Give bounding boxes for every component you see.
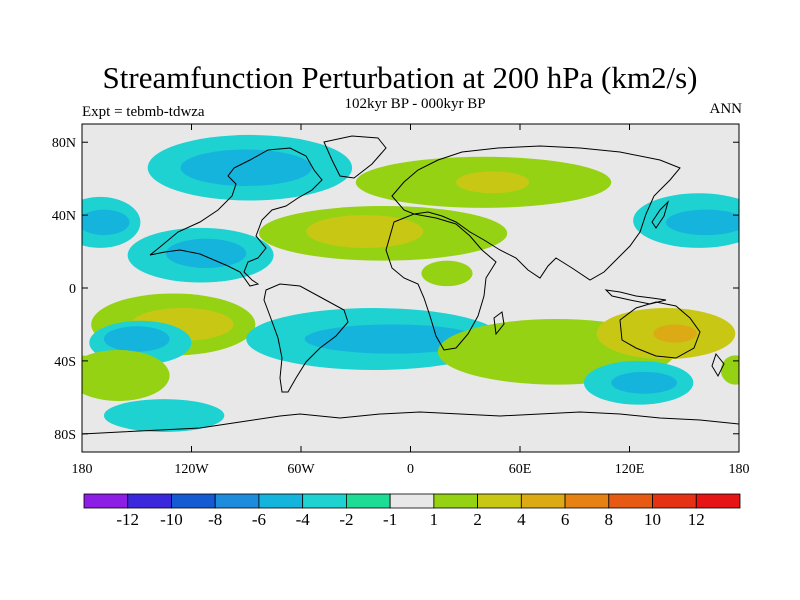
experiment-label: Expt = tebmb-tdwza bbox=[82, 104, 205, 120]
x-tick-label-1: 120W bbox=[174, 462, 209, 477]
field-region-10 bbox=[421, 260, 473, 287]
coast-eurasia bbox=[391, 145, 681, 281]
colorbar-box-2 bbox=[171, 493, 216, 509]
field-region-17 bbox=[82, 349, 170, 401]
field-region-23 bbox=[653, 324, 698, 343]
colorbar-box-9 bbox=[477, 493, 522, 509]
colorbar-label-10: 6 bbox=[561, 510, 570, 529]
field-region-25 bbox=[611, 371, 677, 394]
coast-south-america bbox=[263, 283, 349, 393]
coast-north-america bbox=[149, 147, 323, 287]
colorbar-label-13: 12 bbox=[688, 510, 705, 529]
field-region-26 bbox=[720, 355, 739, 385]
field-region-9 bbox=[456, 171, 530, 194]
colorbar-box-3 bbox=[214, 493, 260, 509]
colorbar-box-14 bbox=[695, 493, 741, 509]
colorbar-label-2: -8 bbox=[208, 510, 222, 529]
y-tick-label-0: 80N bbox=[52, 136, 76, 151]
field-region-27 bbox=[82, 355, 97, 385]
coast-madagascar bbox=[493, 311, 505, 336]
field-region-1 bbox=[82, 209, 130, 236]
x-tick-label-2: 60W bbox=[287, 462, 315, 477]
y-tick-label-3: 40S bbox=[54, 355, 76, 370]
x-tick-label-0: 180 bbox=[72, 462, 93, 477]
field-region-20 bbox=[304, 324, 480, 354]
coast-indonesia bbox=[604, 289, 667, 305]
colorbar-box-4 bbox=[258, 493, 304, 509]
colorbar-label-7: 1 bbox=[430, 510, 439, 529]
coast-greenland bbox=[323, 135, 387, 179]
coastlines bbox=[82, 135, 739, 435]
x-tick-label-4: 60E bbox=[509, 462, 532, 477]
colorbar-label-3: -6 bbox=[252, 510, 266, 529]
colorbar-box-12 bbox=[608, 493, 653, 509]
colorbar-box-7 bbox=[389, 493, 435, 509]
colorbar-box-10 bbox=[520, 493, 566, 509]
x-tick-label-3: 0 bbox=[407, 462, 414, 477]
coast-africa bbox=[385, 213, 497, 351]
field-region-12 bbox=[666, 209, 739, 236]
chart-subtitle: 102kyr BP - 000kyr BP bbox=[344, 96, 486, 112]
field-region-5 bbox=[180, 149, 312, 186]
field-region-7 bbox=[306, 215, 424, 248]
x-tick-label-5: 120E bbox=[615, 462, 645, 477]
colorbar-label-0: -12 bbox=[116, 510, 139, 529]
colorbar-box-8 bbox=[433, 493, 479, 509]
y-tick-label-4: 80S bbox=[54, 428, 76, 443]
colorbar-label-9: 4 bbox=[517, 510, 526, 529]
colorbar-label-11: 8 bbox=[605, 510, 614, 529]
coast-australia bbox=[619, 301, 701, 359]
colorbar-label-4: -4 bbox=[296, 510, 311, 529]
y-tick-label-2: 0 bbox=[69, 282, 76, 297]
colorbar-box-13 bbox=[652, 493, 697, 509]
colorbar-box-0 bbox=[83, 493, 129, 509]
chart-title: Streamfunction Perturbation at 200 hPa (… bbox=[102, 60, 698, 95]
axis-ticks: 180 120W 60W 0 60E 120E 180 80N 40N 0 40S 80S bbox=[52, 124, 750, 477]
colorbar-box-5 bbox=[302, 493, 347, 509]
field-region-16 bbox=[103, 326, 170, 352]
field-region-18 bbox=[103, 399, 225, 432]
colorbar-label-8: 2 bbox=[473, 510, 482, 529]
colorbar-box-11 bbox=[564, 493, 610, 509]
colorbar-label-5: -2 bbox=[339, 510, 353, 529]
y-tick-label-1: 40N bbox=[52, 209, 76, 224]
field-region-3 bbox=[165, 238, 247, 268]
coast-new-zealand bbox=[711, 352, 725, 378]
colorbar-box-1 bbox=[127, 493, 172, 509]
colorbar-box-6 bbox=[345, 493, 391, 509]
colorbar-label-6: -1 bbox=[383, 510, 397, 529]
season-label: ANN bbox=[709, 101, 743, 117]
colorbar-label-1: -10 bbox=[160, 510, 183, 529]
coast-antarctica bbox=[82, 411, 739, 435]
coast-japan bbox=[651, 200, 670, 229]
field-layer bbox=[82, 134, 739, 432]
x-tick-label-6: 180 bbox=[729, 462, 750, 477]
colorbar-label-12: 10 bbox=[644, 510, 661, 529]
colorbar: -12 -10 -8 -6 -4 -2 -1 1 2 4 6 8 10 12 bbox=[83, 493, 741, 529]
